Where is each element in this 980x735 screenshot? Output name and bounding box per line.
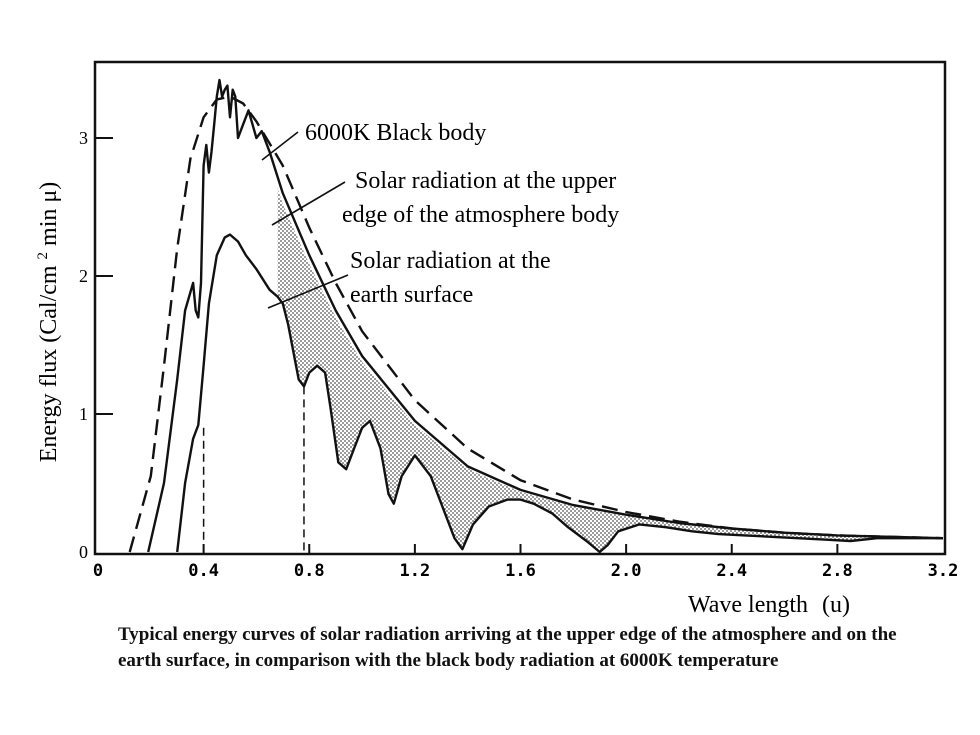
y-axis-label: Energy flux (Cal/cm xyxy=(36,265,62,462)
y-tick-label: 3 xyxy=(79,128,88,148)
x-tick-label: 2.8 xyxy=(822,561,853,581)
leader-black-body xyxy=(261,131,299,161)
series-upper-edge-line xyxy=(147,78,944,553)
annotations: 6000K Black body Solar radiation at the … xyxy=(305,120,619,308)
annotation-surface-line2: earth surface xyxy=(350,282,473,308)
absorption-shading xyxy=(277,187,944,552)
annotation-upper-line2: edge of the atmosphere body xyxy=(342,202,619,228)
y-tick-label: 1 xyxy=(79,404,88,424)
x-axis-unit: (u) xyxy=(822,592,850,618)
leader-upper-edge xyxy=(271,181,346,226)
y-axis-label-tail: min μ) xyxy=(36,182,62,246)
x-axis-ticks: 0 0.4 0.8 1.2 1.6 2.0 2.4 2.8 3.2 xyxy=(93,544,958,581)
svg-text:Energy flux (Cal/cm 2: Energy flux (Cal/cm 2 min μ) xyxy=(27,182,62,463)
y-tick-label: 0 xyxy=(79,542,88,562)
x-tick-label: 0.4 xyxy=(188,561,219,581)
y-axis-ticks: 0 1 2 3 xyxy=(79,128,113,562)
y-axis-title: Energy flux (Cal/cm 2 min μ) xyxy=(27,182,62,463)
y-axis-label-superscript: 2 xyxy=(35,252,51,260)
leader-surface xyxy=(267,274,349,309)
leader-lines xyxy=(261,131,349,309)
annotation-surface-line1: Solar radiation at the xyxy=(350,248,551,274)
annotation-upper-line1: Solar radiation at the upper xyxy=(355,168,616,194)
series-earth-surface-line xyxy=(176,233,943,554)
x-tick-label: 1.2 xyxy=(400,561,431,581)
x-tick-label: 0 xyxy=(93,561,103,581)
x-tick-label: 1.6 xyxy=(505,561,536,581)
x-tick-label: 3.2 xyxy=(928,561,959,581)
x-tick-label: 0.8 xyxy=(294,561,325,581)
x-axis-label: Wave length xyxy=(688,592,808,618)
y-tick-label: 2 xyxy=(79,266,88,286)
svg-text:Wave length (u): Wave length (u) xyxy=(688,592,850,618)
annotation-black-body: 6000K Black body xyxy=(305,120,486,146)
series-layer xyxy=(128,78,944,554)
figure-caption: Typical energy curves of solar radiation… xyxy=(118,624,897,671)
x-tick-label: 2.4 xyxy=(716,561,747,581)
x-axis-title: Wave length (u) xyxy=(688,592,850,618)
x-tick-label: 2.0 xyxy=(611,561,642,581)
absorption-area xyxy=(277,187,944,552)
series-black-body-line xyxy=(128,95,944,553)
